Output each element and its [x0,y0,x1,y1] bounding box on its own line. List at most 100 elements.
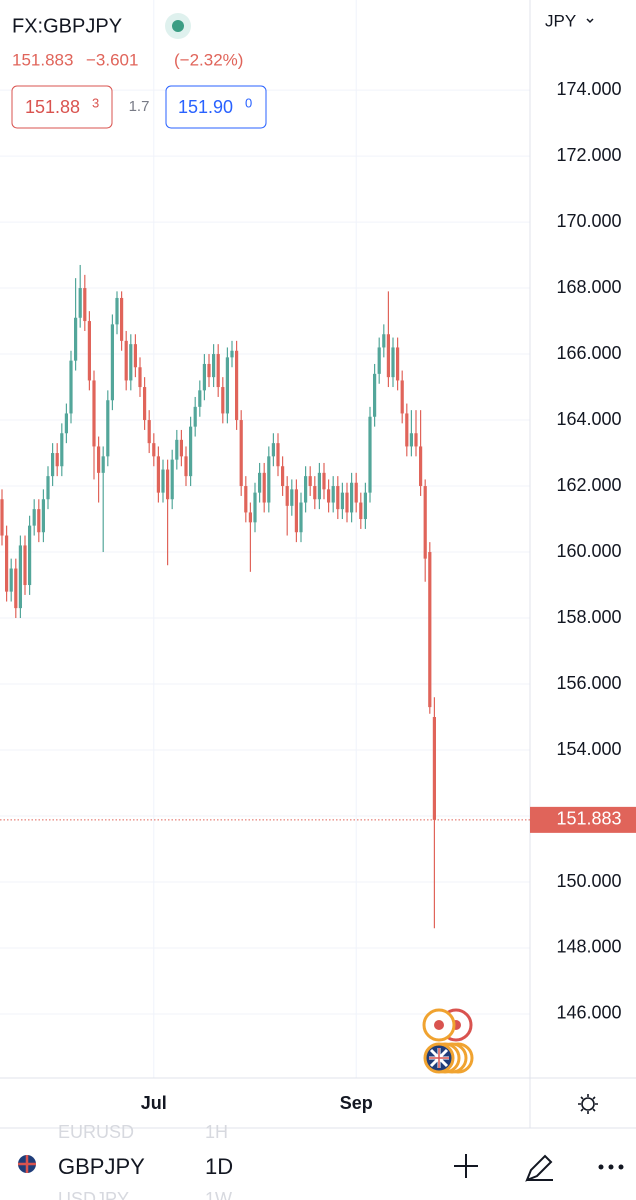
candle-body [115,297,119,325]
spread: 1.7 [129,98,150,115]
candle-body [285,486,289,506]
candle-body [216,354,220,388]
candle-body [313,486,317,500]
candle-body [419,446,423,487]
last-price-label: 151.883 [556,809,621,829]
candle-body [129,344,133,381]
candle-body [244,486,248,513]
candle-body [368,416,372,493]
candle-body [198,390,202,407]
candle-body [267,456,271,503]
flag-cross-red [429,1048,449,1068]
candle-body [18,545,22,609]
candle-body [271,443,275,457]
candle-body [106,400,110,457]
candle-body [55,453,59,467]
candle-body [166,469,170,500]
candle-body [400,380,404,414]
y-tick-label: 150.000 [556,871,621,891]
candle-body [87,321,91,381]
ask-price: 151.90 [178,97,233,117]
candle-body [225,357,229,414]
candle-body [331,486,335,503]
y-tick-label: 174.000 [556,79,621,99]
y-tick-label: 168.000 [556,277,621,297]
y-tick-label: 160.000 [556,541,621,561]
candle-body [207,363,211,378]
last-price-tag [530,806,636,833]
buy-button[interactable] [165,85,267,129]
candle-body [179,439,183,457]
y-tick-label: 146.000 [556,1003,621,1023]
candle-body [308,476,312,487]
currency[interactable]: JPY [545,11,576,30]
candle-body [101,456,105,473]
symbol[interactable]: FX:GBPJPY [12,15,122,37]
candle-body [230,350,234,358]
candle-body [133,344,137,368]
candle-body [281,466,285,487]
candle-body [340,492,344,510]
candle-body [276,443,280,467]
y-tick-label: 172.000 [556,145,621,165]
candle-body [350,482,354,513]
bid-price: 151.88 [25,97,80,117]
more-icon[interactable] [598,1164,624,1170]
candles [0,264,436,929]
draw-icon[interactable] [525,1154,553,1182]
candle-body [28,525,32,586]
candle-body [92,380,96,447]
header-change: −3.601 [86,50,138,69]
candle-body [152,443,156,457]
candle-body [60,433,64,467]
candle-body [377,347,381,374]
candle-body [138,367,142,388]
candle-body [336,486,340,510]
candle-body [0,499,4,536]
ghost-symbol: USDJPY [58,1189,129,1200]
ask-price-small: 0 [245,95,252,110]
candle-body [290,489,294,506]
settings-icon[interactable] [581,1097,595,1111]
candle-body [46,476,50,500]
x-tick-label: Sep [340,1093,373,1113]
candle-body [14,568,18,609]
candle-body [189,426,193,477]
candle-body [391,347,395,378]
y-tick-label: 166.000 [556,343,621,363]
sell-button[interactable] [11,85,113,129]
candle-body [382,334,386,348]
candle-body [373,373,377,417]
toolbar-symbol[interactable]: GBPJPY [58,1154,145,1179]
more-dot [608,1164,614,1170]
candle-body [32,509,36,526]
symbol-flag-cross [18,1155,36,1173]
candle-body [110,324,114,401]
candle-body [170,459,174,500]
candle-body [262,472,266,503]
candle-body [175,439,179,460]
candle-body [212,354,216,378]
candle-body [37,509,41,533]
more-dot [598,1164,604,1170]
header-change-pct: (−2.32%) [174,50,243,69]
bid-price-small: 3 [92,95,99,110]
candle-body [239,420,243,487]
ghost-interval: 1H [205,1122,228,1142]
y-tick-label: 156.000 [556,673,621,693]
y-tick-label: 148.000 [556,937,621,957]
candle-body [147,420,151,444]
candle-body [202,363,206,391]
candle-body [359,502,363,520]
toolbar-interval[interactable]: 1D [205,1154,233,1179]
candle-body [258,472,262,493]
candle-body [161,469,165,493]
candle-body [74,317,78,361]
candle-body [428,552,432,708]
x-tick-label: Jul [141,1093,167,1113]
candle-body [64,413,68,434]
candle-body [299,502,303,533]
y-tick-label: 162.000 [556,475,621,495]
add-icon[interactable] [454,1154,478,1178]
